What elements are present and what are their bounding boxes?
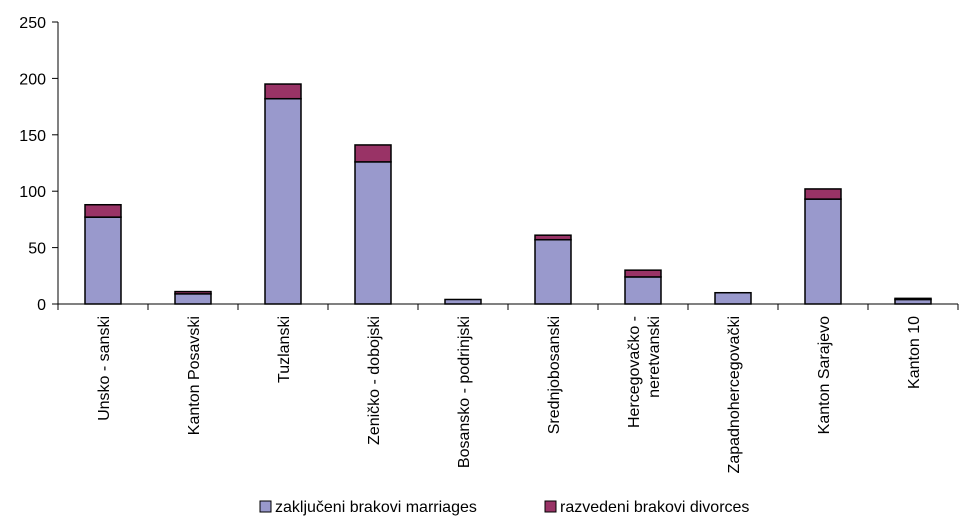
bar-divorces bbox=[84, 203, 122, 218]
legend-swatch-divorces bbox=[544, 500, 557, 513]
x-tick-label: Tuzlanski bbox=[276, 316, 293, 383]
bar-marriages bbox=[534, 238, 572, 305]
legend-label-marriages: zaključeni brakovi marriages bbox=[275, 499, 477, 516]
bar-divorces bbox=[534, 234, 572, 241]
legend-swatch-marriages bbox=[259, 500, 272, 513]
bar-marriages bbox=[714, 291, 752, 305]
bar-marriages bbox=[84, 216, 122, 305]
x-tick-label: Unsko - sanski bbox=[96, 316, 113, 421]
x-tick-label: Zapadnohercegovački bbox=[726, 316, 743, 473]
bar-marriages bbox=[264, 97, 302, 305]
x-tick-label: Srednjobosanski bbox=[546, 316, 563, 434]
bar-marriages bbox=[174, 293, 212, 305]
y-tick-label: 150 bbox=[19, 128, 46, 145]
x-tick-label: Kanton 10 bbox=[906, 316, 923, 389]
bar-divorces bbox=[894, 297, 932, 301]
x-tick-label: Hercegovačko - bbox=[626, 316, 643, 428]
bar-divorces bbox=[174, 290, 212, 295]
x-tick-label: Kanton Posavski bbox=[186, 316, 203, 435]
bar-divorces bbox=[804, 188, 842, 200]
legend: zaključeni brakovi marriages razvedeni br… bbox=[259, 499, 749, 516]
bar-divorces bbox=[264, 83, 302, 100]
x-tick-labels: Unsko - sanski Kanton Posavski Tuzlanski Ze… bbox=[96, 316, 923, 474]
bar-divorces bbox=[624, 269, 662, 278]
x-tick-label: Bosansko - podrinjski bbox=[456, 316, 473, 468]
y-tick-label: 250 bbox=[19, 15, 46, 32]
y-tick-label: 0 bbox=[37, 297, 46, 314]
bar-marriages bbox=[624, 276, 662, 305]
y-axis: 0 50 100 150 200 250 bbox=[19, 15, 59, 314]
legend-label-divorces: razvedeni brakovi divorces bbox=[560, 499, 749, 516]
y-tick-label: 200 bbox=[19, 71, 46, 88]
bar-divorces bbox=[354, 144, 392, 163]
bar-marriages bbox=[804, 198, 842, 305]
bar-marriages bbox=[444, 298, 482, 305]
x-axis: Unsko - sanski Kanton Posavski Tuzlanski Ze… bbox=[57, 303, 959, 474]
bars bbox=[84, 83, 932, 305]
y-tick-label: 100 bbox=[19, 184, 46, 201]
x-tick-label: Kanton Sarajevo bbox=[816, 316, 833, 434]
y-tick-label: 50 bbox=[28, 241, 46, 258]
x-tick-label: Zeničko - dobojski bbox=[366, 316, 383, 445]
bar-marriages bbox=[354, 161, 392, 305]
x-tick-label: neretvanski bbox=[646, 316, 663, 398]
